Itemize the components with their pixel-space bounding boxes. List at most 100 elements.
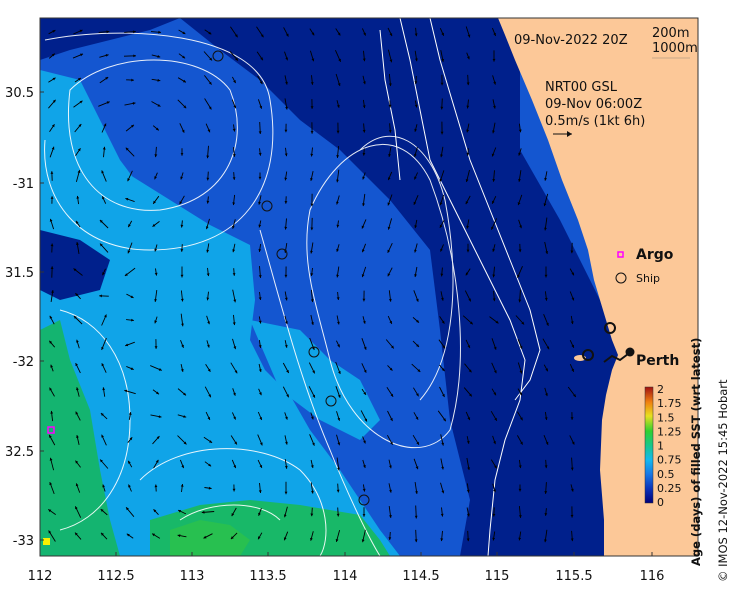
current-arrowhead xyxy=(207,321,210,325)
current-arrowhead xyxy=(180,224,184,228)
current-arrowhead xyxy=(50,410,54,414)
current-arrowhead xyxy=(201,510,205,514)
current-arrowhead xyxy=(389,33,393,37)
current-arrowhead xyxy=(207,129,211,133)
current-arrowhead xyxy=(231,513,235,517)
current-arrowhead xyxy=(49,218,53,222)
current-arrowhead xyxy=(441,442,445,446)
current-arrowhead xyxy=(414,33,418,37)
argo-marker xyxy=(43,538,50,545)
current-arrowhead xyxy=(125,343,129,347)
current-arrowhead xyxy=(154,248,158,252)
current-arrowhead xyxy=(439,178,443,182)
current-arrowhead xyxy=(79,100,83,104)
current-arrowhead xyxy=(206,297,210,301)
current-arrowhead xyxy=(259,392,262,396)
current-arrowhead xyxy=(466,440,470,444)
current-arrowhead xyxy=(104,314,107,318)
current-arrowhead xyxy=(388,177,391,181)
current-arrowhead xyxy=(258,345,262,348)
current-arrowhead xyxy=(466,153,470,156)
current-arrowhead xyxy=(284,129,288,133)
current-arrowhead xyxy=(52,77,56,81)
current-arrowhead xyxy=(492,130,495,134)
current-arrowhead xyxy=(362,298,366,302)
current-arrowhead xyxy=(519,370,523,374)
current-arrowhead xyxy=(205,226,209,230)
current-arrowhead xyxy=(467,513,470,517)
current-arrowhead xyxy=(234,370,238,374)
current-arrowhead xyxy=(125,197,129,201)
current-arrowhead xyxy=(362,176,365,180)
current-arrowhead xyxy=(389,489,392,493)
current-arrowhead xyxy=(258,201,261,205)
current-arrowhead xyxy=(234,34,238,38)
current-arrowhead xyxy=(415,491,418,494)
current-arrowhead xyxy=(364,418,367,422)
ship-marker xyxy=(582,349,594,361)
current-arrowhead xyxy=(232,273,236,276)
current-arrowhead xyxy=(207,368,211,372)
current-arrowhead xyxy=(495,320,499,324)
current-arrowhead xyxy=(362,203,365,207)
current-arrowhead xyxy=(232,177,236,180)
current-arrowhead xyxy=(520,441,523,445)
current-arrowhead xyxy=(440,82,444,86)
current-arrowhead xyxy=(492,58,496,62)
sst-deep-patch-nw xyxy=(40,18,180,60)
current-arrowhead xyxy=(235,57,238,61)
current-arrowhead xyxy=(362,152,366,156)
lon-tick-label: 114 xyxy=(333,569,358,584)
colorbar-tick-label: 2 xyxy=(657,383,664,396)
current-arrowhead xyxy=(414,104,418,108)
current-arrowhead xyxy=(337,32,341,36)
current-arrowhead xyxy=(466,105,470,109)
current-arrowhead xyxy=(493,392,496,396)
current-arrowhead xyxy=(183,415,187,418)
ship-tracks xyxy=(212,50,616,506)
current-arrowhead xyxy=(545,393,548,397)
current-arrowhead xyxy=(75,460,79,464)
current-arrowhead xyxy=(181,344,184,348)
lon-tick-label: 114.5 xyxy=(402,569,439,584)
current-arrowhead xyxy=(180,153,184,156)
current-arrowhead xyxy=(336,104,340,108)
current-arrowhead xyxy=(518,488,522,492)
current-arrowhead xyxy=(469,393,472,397)
current-arrowhead xyxy=(518,152,521,156)
current-arrowhead xyxy=(362,58,366,62)
current-arrowhead xyxy=(233,105,237,109)
current-arrowhead xyxy=(206,155,210,159)
current-arrowhead xyxy=(337,321,340,325)
longitude-axis: 112 112.5 113 113.5 114 114.5 115 115.5 116 xyxy=(28,552,664,584)
current-arrowhead xyxy=(492,248,496,252)
current-arrowhead xyxy=(465,201,469,205)
current-arrowhead xyxy=(286,394,289,398)
current-arrowhead xyxy=(519,345,523,349)
current-arrowhead xyxy=(465,179,469,182)
current-arrowhead xyxy=(180,298,184,302)
current-arrowhead xyxy=(285,106,288,110)
current-arrowhead xyxy=(518,249,522,253)
current-arrowhead xyxy=(544,539,547,543)
current-arrowhead xyxy=(336,224,340,228)
current-arrowhead xyxy=(467,417,471,421)
current-arrowhead xyxy=(440,154,443,158)
current-arrowhead xyxy=(440,248,443,252)
ship-marker xyxy=(276,248,288,260)
current-arrowhead xyxy=(363,346,367,350)
current-arrowhead xyxy=(79,29,83,33)
current-arrowhead xyxy=(467,34,471,38)
current-arrowhead xyxy=(337,344,340,348)
current-arrowhead xyxy=(80,53,83,57)
current-arrowhead xyxy=(285,33,289,37)
current-arrowhead xyxy=(440,131,444,135)
current-arrowhead xyxy=(284,153,288,157)
current-arrowhead xyxy=(337,394,341,398)
current-arrowhead xyxy=(206,273,210,277)
colorbar-ticks: 21.751.51.25 10.750.50.250 xyxy=(657,383,682,509)
current-arrowhead xyxy=(570,514,574,518)
current-arrowhead xyxy=(570,488,574,492)
current-arrowhead xyxy=(544,297,548,301)
current-arrowhead xyxy=(312,442,315,446)
